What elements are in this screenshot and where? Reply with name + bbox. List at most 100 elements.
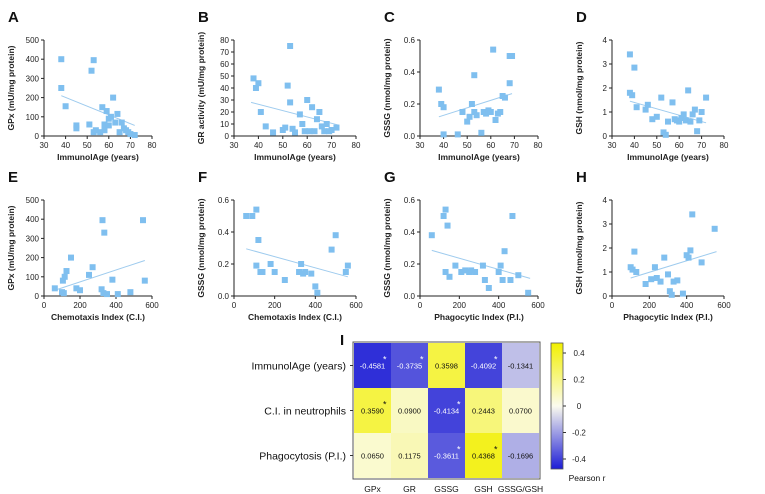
colorbar bbox=[550, 342, 564, 470]
data-point bbox=[284, 82, 291, 89]
y-tick-label: 0.2 bbox=[404, 260, 416, 269]
data-point bbox=[89, 264, 96, 271]
data-point bbox=[649, 116, 656, 123]
x-tick-label: 30 bbox=[608, 141, 617, 150]
panel-letter: F bbox=[198, 169, 207, 186]
data-point bbox=[60, 290, 67, 297]
x-tick-label: 200 bbox=[73, 301, 87, 310]
data-point bbox=[509, 53, 516, 59]
data-point bbox=[318, 123, 325, 130]
data-point bbox=[51, 285, 58, 292]
data-point bbox=[289, 125, 296, 132]
x-tick-label: 60 bbox=[303, 141, 312, 150]
y-axis-label: GSH (nmol/mg protein) bbox=[574, 201, 584, 294]
data-point bbox=[101, 121, 108, 128]
y-tick-label: 0.6 bbox=[404, 196, 416, 205]
data-point bbox=[62, 103, 69, 110]
data-point bbox=[314, 289, 321, 296]
data-point bbox=[255, 80, 262, 87]
data-point bbox=[112, 119, 119, 126]
data-point bbox=[644, 101, 651, 108]
data-point bbox=[669, 99, 676, 106]
heatmap-col-label: GSSG/GSH bbox=[498, 484, 543, 494]
x-tick-label: 0 bbox=[232, 301, 237, 310]
data-point bbox=[114, 110, 121, 117]
y-tick-label: 4 bbox=[603, 196, 608, 205]
x-axis-label: Phagocytic Index (P.I.) bbox=[623, 312, 713, 322]
data-point bbox=[114, 291, 121, 298]
colorbar-tick-label: -0.2 bbox=[572, 429, 586, 438]
heatmap-cell bbox=[391, 388, 428, 433]
data-point bbox=[298, 261, 305, 267]
data-point bbox=[509, 213, 516, 219]
data-point bbox=[696, 117, 703, 124]
x-tick-label: 80 bbox=[148, 141, 157, 150]
data-point bbox=[440, 104, 447, 111]
data-point bbox=[481, 277, 488, 283]
x-tick-label: 400 bbox=[492, 301, 506, 310]
cell-value: -0.4581 bbox=[360, 362, 385, 371]
data-point bbox=[492, 117, 499, 123]
cell-value: -0.3611 bbox=[434, 452, 459, 461]
significance-star: * bbox=[383, 355, 387, 365]
data-point bbox=[633, 269, 640, 275]
x-tick-label: 0 bbox=[610, 301, 615, 310]
data-point bbox=[131, 132, 138, 139]
panel-d: D 0 1 2 3 4 30 40 50 60 70 80 ImmunolAge (years) GSH … bbox=[574, 9, 729, 162]
cell-value: -0.3735 bbox=[397, 362, 422, 371]
data-point bbox=[440, 213, 447, 219]
data-point bbox=[458, 269, 465, 275]
colorbar-tick-label: 0.2 bbox=[573, 376, 585, 385]
colorbar-tick-label: 0.4 bbox=[573, 349, 585, 358]
data-point bbox=[306, 128, 313, 135]
heatmap-cell bbox=[354, 433, 391, 478]
data-point bbox=[316, 109, 323, 115]
data-point bbox=[459, 109, 466, 115]
data-point bbox=[487, 109, 494, 115]
data-point bbox=[116, 129, 123, 136]
x-tick-label: 30 bbox=[40, 141, 49, 150]
data-point bbox=[703, 94, 710, 101]
significance-star: * bbox=[494, 355, 498, 365]
data-point bbox=[473, 112, 480, 119]
data-point bbox=[483, 110, 490, 117]
data-point bbox=[296, 269, 303, 275]
data-point bbox=[243, 213, 250, 219]
y-tick-label: 10 bbox=[220, 120, 229, 129]
data-point bbox=[631, 248, 638, 255]
significance-star: * bbox=[457, 445, 461, 455]
significance-star: * bbox=[420, 355, 424, 365]
data-point bbox=[674, 277, 681, 284]
panel-h: H 0 1 2 3 4 0 200 400 600 Phagocytic Index (P.I.) G… bbox=[574, 169, 731, 322]
x-tick-label: 70 bbox=[510, 141, 519, 150]
data-point bbox=[462, 267, 469, 274]
data-point bbox=[281, 277, 288, 283]
x-axis-label: Chemotaxis Index (C.I.) bbox=[248, 312, 342, 322]
data-point bbox=[661, 254, 668, 261]
y-tick-label: 0.6 bbox=[218, 196, 230, 205]
y-tick-label: 0 bbox=[35, 292, 40, 301]
data-point bbox=[253, 262, 260, 269]
y-tick-label: 300 bbox=[26, 234, 40, 243]
x-tick-label: 40 bbox=[630, 141, 639, 150]
data-point bbox=[77, 287, 83, 294]
y-axis-label: GPx (mU/mg protein) bbox=[6, 45, 16, 130]
data-point bbox=[495, 269, 502, 275]
panel-b: B 0 10 20 30 40 50 60 70 80 30 40 50 60 70 80 ImmunolAge… bbox=[196, 9, 361, 162]
y-axis-label: GSSG (nmol/mg protein) bbox=[382, 198, 392, 297]
data-point bbox=[666, 288, 673, 295]
data-point bbox=[466, 113, 473, 120]
data-point bbox=[86, 121, 93, 128]
y-tick-label: 0.0 bbox=[404, 292, 416, 301]
data-point bbox=[344, 262, 351, 269]
heatmap-cell bbox=[354, 343, 391, 388]
panel-letter: H bbox=[576, 169, 587, 186]
panel-f: F 0.0 0.2 0.4 0.6 0 200 400 600 Chemotaxis Index … bbox=[196, 169, 363, 322]
data-point bbox=[99, 217, 106, 224]
cell-value: 0.0650 bbox=[361, 452, 384, 461]
x-tick-label: 0 bbox=[418, 301, 423, 310]
colorbar-tick-label: -0.4 bbox=[572, 455, 586, 464]
data-point bbox=[92, 127, 99, 134]
data-point bbox=[485, 285, 492, 291]
heatmap-cell bbox=[391, 433, 428, 478]
